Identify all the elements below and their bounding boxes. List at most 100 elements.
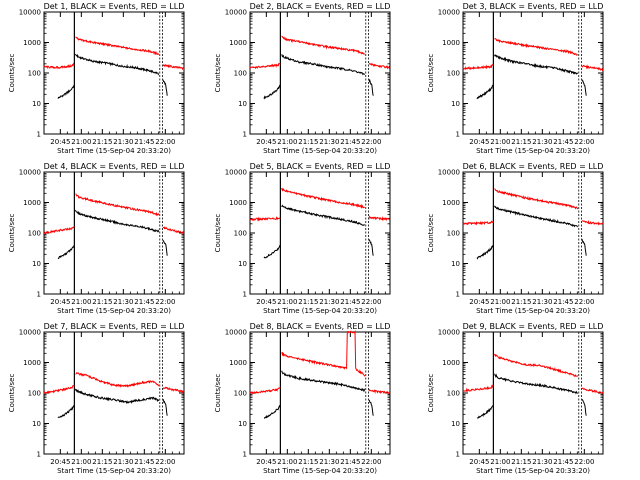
series-lld-line — [281, 35, 366, 55]
x-axis-label: Start Time (15-Sep-04 20:33:20) — [263, 147, 377, 155]
series-events-line — [263, 244, 281, 259]
x-tick-label: 21:30 — [113, 298, 133, 306]
y-tick-label: 1000 — [229, 359, 247, 367]
x-tick-label: 21:00 — [490, 298, 510, 306]
detector-panel-4: Det 4, BLACK = Events, RED = LLD 1 10 100 10… — [8, 162, 185, 315]
panel-title: Det 1, BLACK = Events, RED = LLD — [44, 2, 185, 11]
y-tick-label: 1 — [456, 291, 460, 299]
x-tick-label: 21:45 — [340, 458, 360, 466]
series-lld-line — [581, 387, 604, 395]
x-tick-label: 22:00 — [574, 298, 594, 306]
panel-title: Det 5, BLACK = Events, RED = LLD — [250, 162, 391, 171]
x-tick-label: 21:45 — [134, 298, 154, 306]
x-tick-label: 21:30 — [113, 138, 133, 146]
y-tick-label: 1000 — [23, 199, 41, 207]
x-tick-label: 22:00 — [155, 138, 175, 146]
detector-panel-2: Det 2, BLACK = Events, RED = LLD 1 10 100 10… — [214, 2, 391, 155]
x-tick-label: 20:45 — [256, 298, 276, 306]
series-events-line — [281, 53, 365, 76]
x-tick-label: 21:45 — [134, 458, 154, 466]
y-axis-label: Counts/sec — [427, 374, 435, 413]
y-tick-label: 10000 — [438, 9, 460, 17]
x-tick-label: 21:30 — [319, 298, 339, 306]
series-lld-line — [43, 384, 75, 395]
series-lld-line — [249, 216, 281, 222]
detector-panel-9: Det 9, BLACK = Events, RED = LLD 1 10 100 10… — [427, 322, 604, 475]
x-tick-label: 22:00 — [155, 298, 175, 306]
series-events-line — [75, 388, 160, 405]
series-lld-line — [162, 386, 185, 394]
x-tick-label: 21:45 — [553, 138, 573, 146]
x-tick-label: 21:15 — [511, 458, 531, 466]
series-events-line — [581, 79, 587, 96]
x-tick-label: 21:00 — [71, 458, 91, 466]
y-tick-label: 1 — [37, 291, 41, 299]
y-tick-label: 1000 — [229, 199, 247, 207]
y-tick-label: 1 — [37, 451, 41, 459]
x-axis-label: Start Time (15-Sep-04 20:33:20) — [476, 467, 590, 475]
x-tick-label: 21:45 — [340, 298, 360, 306]
x-tick-label: 22:00 — [574, 458, 594, 466]
x-axis-label: Start Time (15-Sep-04 20:33:20) — [57, 307, 171, 315]
y-tick-label: 10000 — [225, 329, 247, 337]
y-tick-label: 10 — [238, 420, 247, 428]
x-tick-label: 20:45 — [469, 138, 489, 146]
y-tick-label: 100 — [28, 390, 41, 398]
x-tick-label: 20:45 — [256, 138, 276, 146]
series-lld-line — [281, 330, 366, 377]
series-lld-line — [43, 62, 75, 70]
series-lld-line — [494, 353, 579, 378]
series-lld-line — [581, 219, 604, 226]
y-tick-label: 10000 — [438, 329, 460, 337]
y-axis-label: Counts/sec — [214, 214, 222, 253]
y-tick-label: 10 — [32, 100, 41, 108]
x-tick-label: 21:00 — [71, 138, 91, 146]
series-events-line — [281, 370, 366, 393]
x-axis-label: Start Time (15-Sep-04 20:33:20) — [263, 467, 377, 475]
panel-title: Det 2, BLACK = Events, RED = LLD — [250, 2, 391, 11]
series-events-line — [476, 244, 494, 260]
series-events-line — [75, 209, 160, 233]
series-lld-line — [162, 226, 185, 235]
x-tick-label: 21:00 — [490, 458, 510, 466]
x-tick-label: 21:30 — [319, 458, 339, 466]
y-axis-label: Counts/sec — [427, 214, 435, 253]
series-events-line — [494, 205, 578, 228]
detector-panel-7: Det 7, BLACK = Events, RED = LLD 1 10 100 10… — [8, 322, 185, 475]
series-lld-line — [281, 187, 365, 209]
x-tick-label: 20:45 — [256, 458, 276, 466]
x-axis-label: Start Time (15-Sep-04 20:33:20) — [263, 307, 377, 315]
y-tick-label: 10 — [238, 100, 247, 108]
series-events-line — [581, 398, 587, 416]
series-lld-line — [75, 193, 160, 217]
y-tick-label: 10000 — [19, 329, 41, 337]
x-tick-label: 20:45 — [50, 458, 70, 466]
series-events-line — [162, 239, 168, 256]
y-tick-label: 1 — [243, 291, 247, 299]
series-events-line — [368, 399, 374, 416]
x-tick-label: 22:00 — [361, 298, 381, 306]
series-events-line — [476, 404, 494, 419]
x-tick-label: 21:00 — [490, 138, 510, 146]
x-tick-label: 22:00 — [574, 138, 594, 146]
y-tick-label: 100 — [28, 230, 41, 238]
x-axis-label: Start Time (15-Sep-04 20:33:20) — [57, 467, 171, 475]
x-tick-label: 21:30 — [113, 458, 133, 466]
series-lld-line — [462, 220, 494, 226]
x-tick-label: 21:15 — [92, 138, 112, 146]
x-tick-label: 21:15 — [92, 458, 112, 466]
y-tick-label: 1 — [456, 451, 460, 459]
x-axis-label: Start Time (15-Sep-04 20:33:20) — [476, 307, 590, 315]
y-axis-label: Counts/sec — [8, 54, 16, 93]
x-tick-label: 21:30 — [532, 138, 552, 146]
x-tick-label: 21:15 — [511, 138, 531, 146]
x-axis-label: Start Time (15-Sep-04 20:33:20) — [57, 147, 171, 155]
series-lld-line — [75, 371, 160, 388]
y-tick-label: 10 — [451, 260, 460, 268]
series-lld-line — [368, 388, 391, 395]
series-events-line — [263, 404, 281, 419]
y-axis-label: Counts/sec — [214, 54, 222, 93]
detector-panel-8: Det 8, BLACK = Events, RED = LLD 1 10 100 10… — [214, 322, 391, 475]
detector-panel-1: Det 1, BLACK = Events, RED = LLD 1 10 100 10… — [8, 2, 185, 155]
panel-title: Det 4, BLACK = Events, RED = LLD — [44, 162, 185, 171]
